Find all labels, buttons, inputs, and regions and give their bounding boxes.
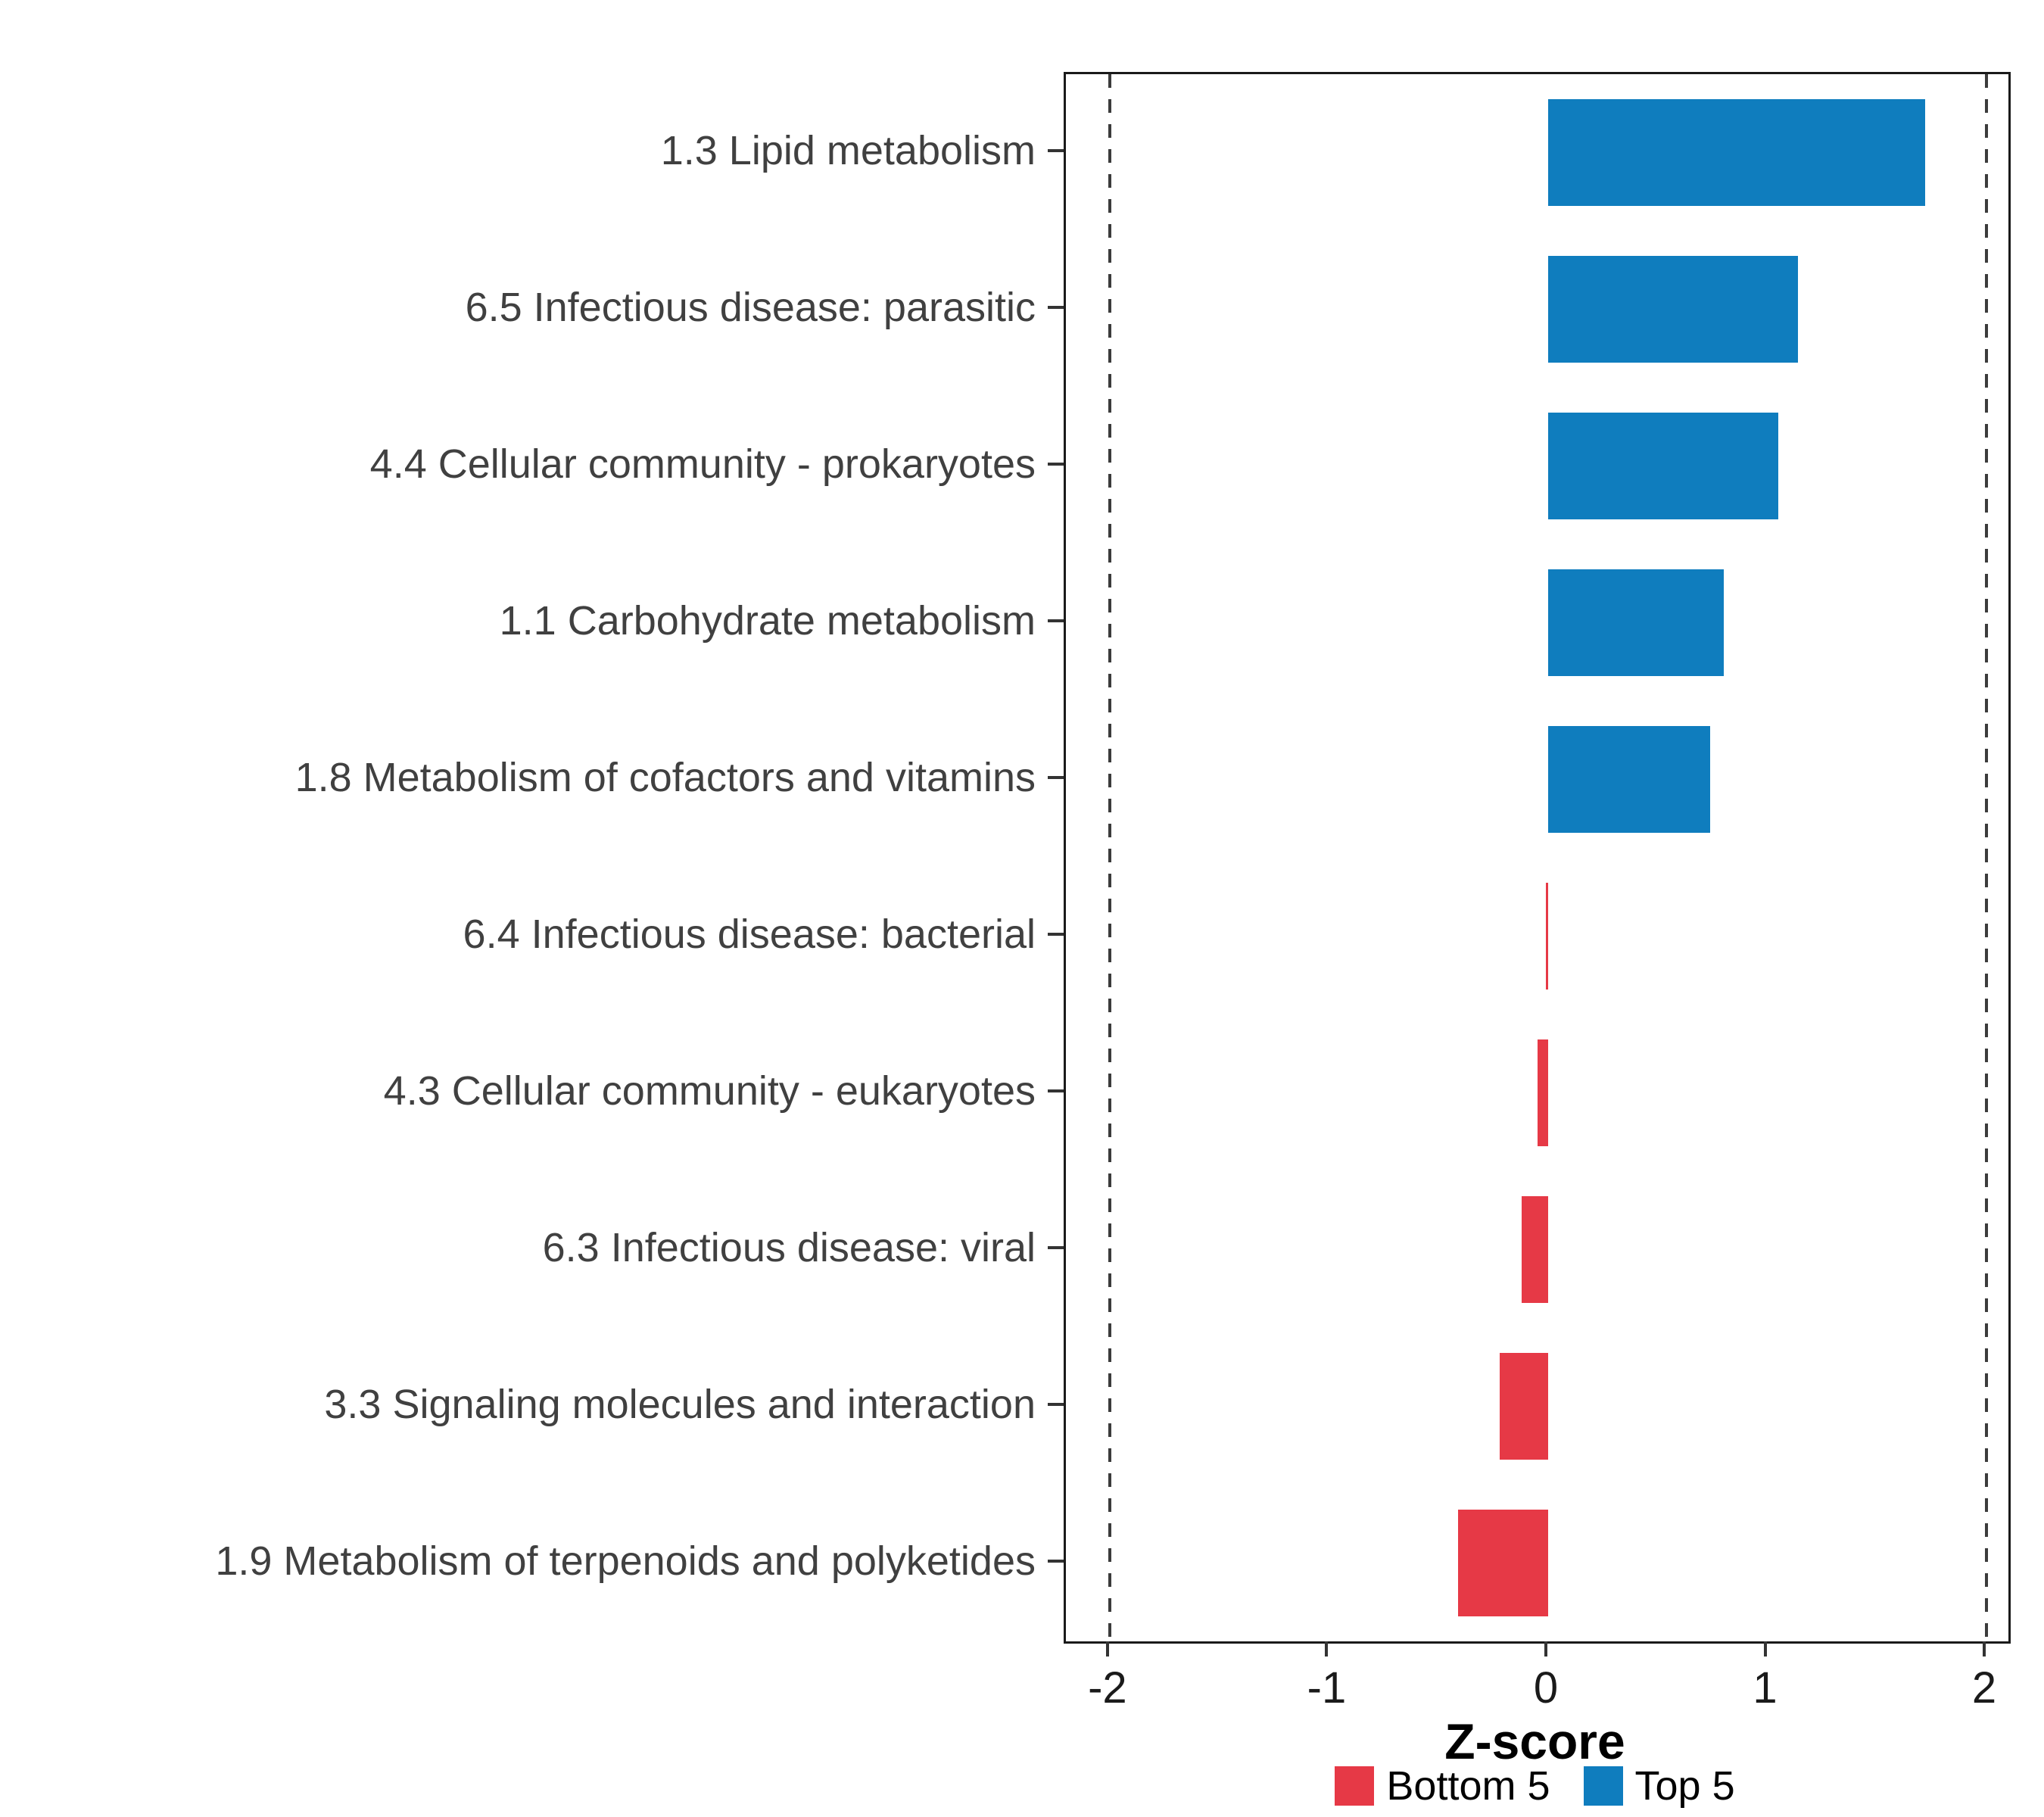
reference-line (1108, 74, 1111, 1641)
y-tick-mark (1048, 932, 1064, 936)
y-tick-mark (1048, 305, 1064, 309)
bar (1522, 1196, 1548, 1303)
legend-item: Bottom 5 (1335, 1762, 1550, 1809)
y-tick-mark (1048, 619, 1064, 622)
y-axis-label: 1.1 Carbohydrate metabolism (499, 597, 1036, 644)
y-tick-mark (1048, 1089, 1064, 1092)
x-tick-label: -1 (1307, 1663, 1347, 1713)
y-tick-mark (1048, 775, 1064, 779)
x-tick-label: 0 (1533, 1663, 1559, 1713)
y-axis-label: 1.9 Metabolism of terpenoids and polyket… (215, 1538, 1036, 1584)
legend-item: Top 5 (1583, 1762, 1735, 1809)
x-tick-mark (1544, 1641, 1547, 1656)
reference-line (1985, 74, 1989, 1641)
x-tick-label: 1 (1753, 1663, 1778, 1713)
bar (1547, 256, 1799, 363)
y-axis-label: 1.8 Metabolism of cofactors and vitamins (294, 754, 1036, 800)
y-tick-mark (1048, 1559, 1064, 1563)
legend-label: Top 5 (1634, 1763, 1735, 1809)
y-axis-label: 4.3 Cellular community - eukaryotes (383, 1067, 1036, 1114)
y-axis-label: 1.3 Lipid metabolism (660, 127, 1036, 173)
bar (1500, 1353, 1548, 1460)
bar (1547, 99, 1925, 206)
x-tick-mark (1105, 1641, 1109, 1656)
x-tick-mark (1325, 1641, 1329, 1656)
bar (1458, 1510, 1548, 1616)
y-tick-mark (1048, 462, 1064, 466)
x-tick-mark (1983, 1641, 1986, 1656)
legend-swatch (1583, 1766, 1623, 1806)
y-axis-label: 6.5 Infectious disease: parasitic (465, 284, 1036, 330)
bar (1547, 726, 1711, 833)
legend: Bottom 5 Top 5 (1064, 1762, 2006, 1809)
y-axis-label: 6.3 Infectious disease: viral (542, 1224, 1036, 1270)
bar (1546, 883, 1549, 990)
x-tick-label: 2 (1971, 1663, 1997, 1713)
legend-swatch (1335, 1766, 1375, 1806)
bar (1537, 1039, 1548, 1146)
x-tick-mark (1763, 1641, 1767, 1656)
y-axis-label: 3.3 Signaling molecules and interaction (324, 1381, 1036, 1427)
x-axis-title: Z-score (1444, 1713, 1625, 1769)
y-tick-mark (1048, 1402, 1064, 1406)
x-tick-label: -2 (1088, 1663, 1127, 1713)
y-tick-mark (1048, 148, 1064, 152)
legend-label: Bottom 5 (1386, 1763, 1550, 1809)
bar (1547, 413, 1778, 519)
y-axis-label: 4.4 Cellular community - prokaryotes (369, 441, 1036, 487)
bar (1547, 569, 1724, 676)
plot-panel (1064, 72, 2011, 1644)
y-tick-mark (1048, 1245, 1064, 1249)
y-axis-label: 6.4 Infectious disease: bacterial (463, 911, 1036, 957)
